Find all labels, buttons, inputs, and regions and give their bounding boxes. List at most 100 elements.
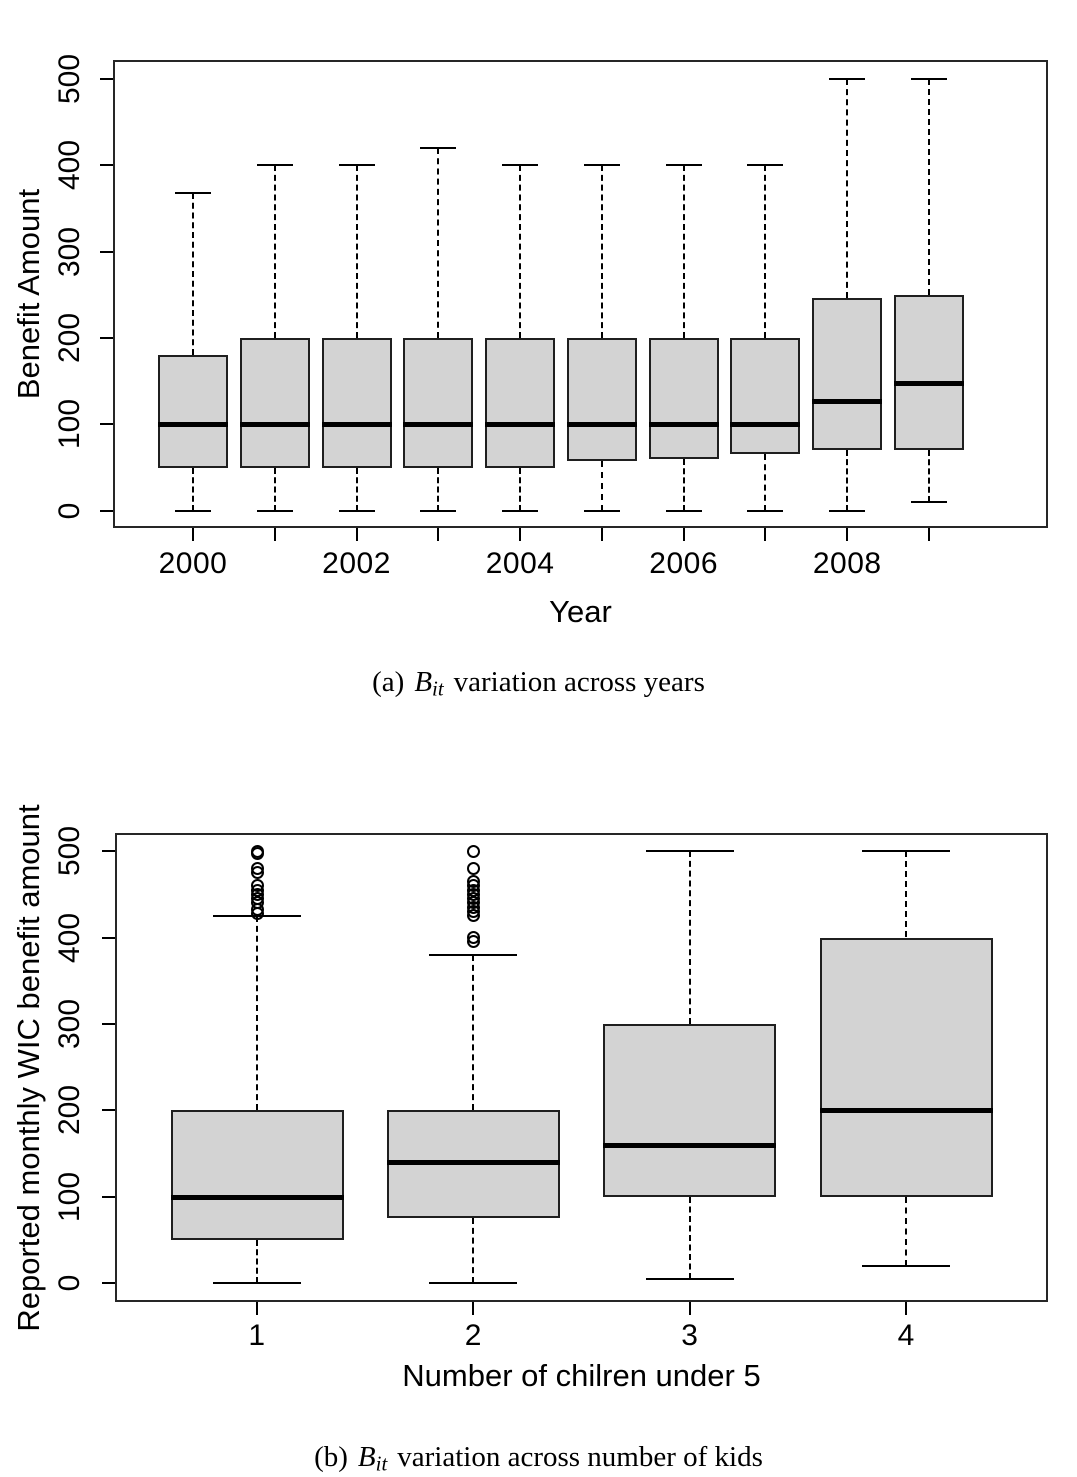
whisker-upper-2009 xyxy=(928,78,931,295)
whisker-cap-max-2009 xyxy=(911,77,948,80)
whisker-cap-max-3 xyxy=(645,850,734,853)
median-4 xyxy=(819,1108,993,1114)
y-tick-label: 300 xyxy=(53,226,86,277)
whisker-cap-min-2007 xyxy=(747,509,784,512)
x-axis-title-children: Number of chilren under 5 xyxy=(402,1358,761,1393)
caption-a-prefix: (a) xyxy=(372,666,405,698)
y-axis-title-benefit-amount: Benefit Amount xyxy=(11,188,46,400)
y-tick-label: 300 xyxy=(53,998,86,1049)
whisker-lower-2007 xyxy=(764,453,767,511)
y-tick xyxy=(102,1281,115,1284)
whisker-cap-max-2001 xyxy=(256,164,293,167)
x-tick xyxy=(688,1302,691,1315)
x-tick-label: 2002 xyxy=(322,547,391,580)
whisker-cap-max-2006 xyxy=(665,164,702,167)
whisker-lower-3 xyxy=(688,1196,691,1279)
x-tick xyxy=(928,528,931,541)
box-2008 xyxy=(812,298,883,451)
x-tick xyxy=(355,528,358,541)
median-2004 xyxy=(485,422,556,428)
outlier-point xyxy=(466,861,480,875)
whisker-cap-min-1 xyxy=(213,1281,301,1284)
y-tick-label: 0 xyxy=(53,1274,86,1292)
whisker-cap-min-3 xyxy=(645,1277,734,1280)
outlier-point xyxy=(250,861,264,875)
y-tick-label: 500 xyxy=(53,826,86,877)
whisker-cap-min-2002 xyxy=(338,509,375,512)
whisker-cap-max-2003 xyxy=(420,147,457,150)
whisker-cap-max-2007 xyxy=(747,164,784,167)
y-tick xyxy=(100,423,113,426)
box-1 xyxy=(170,1110,344,1240)
y-tick-label: 200 xyxy=(53,313,86,364)
whisker-cap-min-2006 xyxy=(665,509,702,512)
whisker-upper-2006 xyxy=(682,165,685,339)
median-2008 xyxy=(812,399,883,405)
whisker-cap-min-2 xyxy=(429,1281,518,1284)
whisker-cap-max-2 xyxy=(429,953,518,956)
whisker-upper-3 xyxy=(688,851,691,1024)
y-axis-title-wic-benefit: Reported monthly WIC benefit amount xyxy=(11,804,46,1332)
y-tick xyxy=(102,850,115,853)
caption-a: (a) Bit variation across years xyxy=(0,666,1077,702)
whisker-lower-4 xyxy=(905,1196,908,1266)
outlier-point xyxy=(466,844,480,858)
whisker-lower-2004 xyxy=(519,467,522,511)
whisker-cap-max-2002 xyxy=(338,164,375,167)
whisker-lower-2 xyxy=(472,1218,475,1283)
median-1 xyxy=(170,1194,344,1200)
box-2004 xyxy=(485,338,556,468)
box-4 xyxy=(819,937,993,1197)
median-2006 xyxy=(648,422,719,428)
x-tick xyxy=(519,528,522,541)
y-tick xyxy=(102,1109,115,1112)
median-2007 xyxy=(730,422,801,428)
whisker-upper-2001 xyxy=(273,165,276,339)
box-2007 xyxy=(730,338,801,454)
whisker-cap-max-2004 xyxy=(502,164,539,167)
y-tick-label: 500 xyxy=(53,53,86,105)
whisker-upper-2005 xyxy=(600,165,603,339)
y-tick xyxy=(100,337,113,340)
plot-border xyxy=(113,60,1048,528)
whisker-cap-min-2003 xyxy=(420,509,457,512)
caption-b: (b) Bit variation across number of kids xyxy=(0,1441,1077,1477)
box-2003 xyxy=(403,338,474,468)
box-2001 xyxy=(239,338,310,468)
whisker-upper-2007 xyxy=(764,165,767,339)
median-2003 xyxy=(403,422,474,428)
y-tick-label: 100 xyxy=(53,1171,86,1222)
median-2000 xyxy=(158,422,228,428)
whisker-lower-2009 xyxy=(928,450,931,503)
whisker-cap-min-2001 xyxy=(256,509,293,512)
plot-border xyxy=(115,833,1048,1302)
y-tick-label: 400 xyxy=(53,140,86,191)
y-tick-label: 400 xyxy=(53,912,86,963)
whisker-cap-min-2009 xyxy=(911,501,948,504)
x-tick xyxy=(600,528,603,541)
box-2005 xyxy=(566,338,637,461)
whisker-cap-max-2000 xyxy=(175,191,211,194)
x-tick xyxy=(472,1302,475,1315)
whisker-cap-max-2008 xyxy=(829,77,866,80)
box-2009 xyxy=(894,294,965,451)
box-2002 xyxy=(321,338,392,468)
median-3 xyxy=(603,1142,777,1148)
box-2006 xyxy=(648,338,719,459)
outlier-point xyxy=(250,844,264,858)
box-2000 xyxy=(158,355,228,468)
whisker-lower-2008 xyxy=(846,450,849,511)
caption-a-math-sub: it xyxy=(432,676,444,701)
y-tick-label: 100 xyxy=(53,399,86,450)
whisker-lower-1 xyxy=(256,1239,258,1283)
whisker-cap-min-2008 xyxy=(829,509,866,512)
x-tick xyxy=(437,528,440,541)
x-tick-label: 4 xyxy=(897,1319,915,1352)
x-tick xyxy=(256,1302,258,1315)
x-tick-label: 3 xyxy=(681,1319,699,1352)
whisker-cap-min-4 xyxy=(862,1264,951,1267)
median-2002 xyxy=(321,422,392,428)
whisker-lower-2002 xyxy=(355,467,358,511)
whisker-upper-2 xyxy=(472,954,475,1111)
